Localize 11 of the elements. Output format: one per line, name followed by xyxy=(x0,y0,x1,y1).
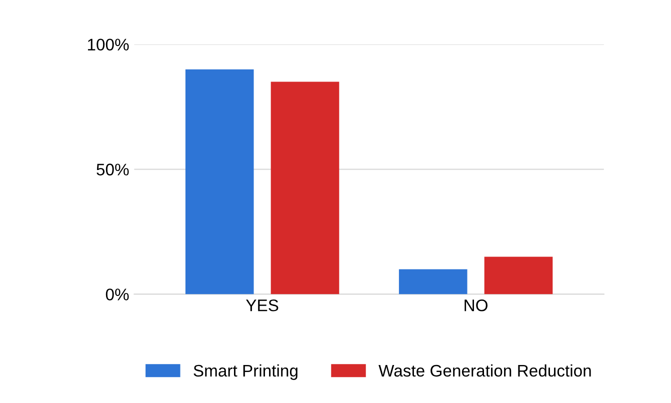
x-tick-label: NO xyxy=(464,299,488,312)
y-tick-label: 50% xyxy=(96,164,129,176)
bar xyxy=(398,269,468,294)
legend-label: Smart Printing xyxy=(194,364,298,380)
legend-label: Waste Generation Reduction xyxy=(378,364,591,377)
bar xyxy=(185,69,254,294)
bar xyxy=(484,256,553,294)
y-tick-label: 100% xyxy=(88,38,129,51)
x-tick-label: YES xyxy=(246,299,278,312)
bar xyxy=(270,82,340,294)
y-tick-label: 0% xyxy=(106,288,129,300)
